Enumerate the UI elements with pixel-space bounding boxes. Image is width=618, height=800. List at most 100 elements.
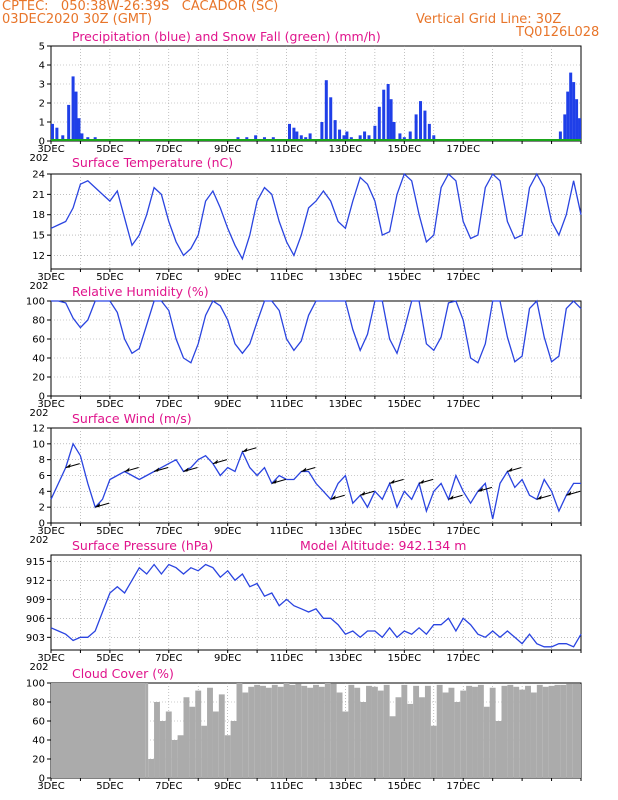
cloud-bar <box>313 684 319 778</box>
xtick-label-wind: 15DEC <box>387 526 421 537</box>
cloud-bar <box>560 684 567 778</box>
panel-title-precip: Precipitation (blue) and Snow Fall (gree… <box>72 29 381 44</box>
precip-bar <box>575 99 579 141</box>
panel-frame-rh <box>50 300 582 397</box>
panel-title-cloud: Cloud Cover (%) <box>72 666 174 681</box>
xtick-label-cloud: 11DEC <box>270 781 304 792</box>
precip-bar <box>566 91 570 141</box>
ytick-label-wind: 6 <box>39 471 45 482</box>
cloud-bar <box>554 684 561 778</box>
wind-arrowhead <box>477 487 483 492</box>
xtick-label-precip: 9DEC <box>214 144 241 155</box>
precip-bar <box>50 123 54 141</box>
cloud-bar <box>548 685 555 778</box>
cloud-bar <box>348 684 355 778</box>
xtick-label-cloud: 15DEC <box>387 781 421 792</box>
cloud-bar <box>371 686 378 778</box>
xtick-label-temp: 3DEC <box>37 272 64 283</box>
cloud-bar <box>519 689 526 778</box>
precip-bar <box>308 133 312 141</box>
cloud-bar <box>236 683 243 778</box>
precip-bar <box>423 110 427 141</box>
cloud-bar <box>330 683 337 778</box>
xtick-label-temp: 9DEC <box>214 272 241 283</box>
cloud-bar <box>218 694 225 778</box>
precip-bar <box>345 131 349 141</box>
ytick-label-wind: 4 <box>39 487 45 498</box>
cloud-bar <box>242 692 249 778</box>
xtick-label-precip: 7DEC <box>155 144 182 155</box>
ytick-label-wind: 8 <box>39 455 45 466</box>
ytick-label-rh: 20 <box>32 373 45 384</box>
cloud-bar <box>212 711 219 778</box>
ytick-label-precip: 3 <box>39 80 45 91</box>
cloud-bar <box>318 686 325 778</box>
xtick-label-wind: 17DEC <box>446 526 480 537</box>
panel-title-wind: Surface Wind (m/s) <box>72 411 192 426</box>
cloud-bar <box>513 686 520 778</box>
precip-bar <box>342 135 346 141</box>
cloud-bar <box>254 684 261 778</box>
cloud-bar <box>430 725 437 778</box>
grid-note: Vertical Grid Line: 30Z <box>416 12 562 27</box>
xtick-label-wind: 5DEC <box>96 526 123 537</box>
xtick-label-press: 17DEC <box>446 653 480 664</box>
precip-bar <box>80 133 84 141</box>
ytick-label-cloud: 40 <box>32 736 45 747</box>
cloud-bar <box>360 702 367 778</box>
panel-frame-precip <box>50 45 582 142</box>
cloud-bar <box>277 686 284 778</box>
precip-bar <box>61 135 65 141</box>
wind-arrowhead <box>65 463 71 468</box>
ytick-label-rh: 0 <box>39 392 45 403</box>
ytick-label-precip: 5 <box>39 42 45 53</box>
cloud-bar <box>248 686 255 778</box>
ytick-label-temp: 24 <box>32 170 45 181</box>
precip-bar <box>292 127 296 141</box>
cloud-bar <box>442 692 449 778</box>
precip-bar <box>563 114 567 141</box>
cloud-bar <box>189 706 196 778</box>
xtick-label-rh: 9DEC <box>214 399 241 410</box>
precip-bar <box>320 122 324 141</box>
precip-bar <box>558 131 562 141</box>
precip-bar <box>288 123 291 141</box>
press-series-line <box>50 563 582 648</box>
xtick-label-rh: 11DEC <box>270 399 304 410</box>
wind-series-line <box>50 442 581 520</box>
xtick-label-cloud: 3DEC <box>37 781 64 792</box>
header-line2: 03DEC2020 30Z (GMT) <box>2 12 153 27</box>
cloud-bar <box>424 685 431 778</box>
xtick-label-press: 3DEC <box>37 653 64 664</box>
ytick-label-press: 903 <box>26 633 45 644</box>
wind-arrowhead <box>212 459 218 464</box>
cloud-bar <box>224 735 231 778</box>
precip-bar <box>408 131 412 141</box>
xtick-label-temp: 11DEC <box>270 272 304 283</box>
year-stub-wind: 202 <box>29 535 48 546</box>
xtick-label-rh: 13DEC <box>329 399 363 410</box>
wind-arrowhead <box>95 503 101 508</box>
temp-series-line <box>50 172 582 261</box>
ytick-label-press: 912 <box>26 576 45 587</box>
precip-bar <box>386 84 390 141</box>
ytick-label-temp: 18 <box>32 210 45 221</box>
xtick-label-rh: 17DEC <box>446 399 480 410</box>
cloud-bar <box>159 721 166 778</box>
cloud-bar <box>51 683 146 778</box>
xtick-label-precip: 3DEC <box>37 144 64 155</box>
panel-title-press: Surface Pressure (hPa) <box>72 538 213 553</box>
cloud-bar <box>566 683 573 778</box>
precip-bar <box>427 123 431 141</box>
precip-bar <box>74 91 78 141</box>
wind-arrowhead <box>507 467 513 472</box>
cloud-bar <box>207 687 213 778</box>
wind-arrowhead <box>360 491 366 496</box>
cloud-bar <box>260 685 266 778</box>
ytick-label-press: 906 <box>26 614 45 625</box>
cloud-bar <box>148 759 155 778</box>
wind-arrowhead <box>566 491 572 496</box>
model-code: TQ0126L028 <box>516 25 600 40</box>
cloud-bar <box>419 697 425 778</box>
cloud-bar <box>407 703 414 778</box>
